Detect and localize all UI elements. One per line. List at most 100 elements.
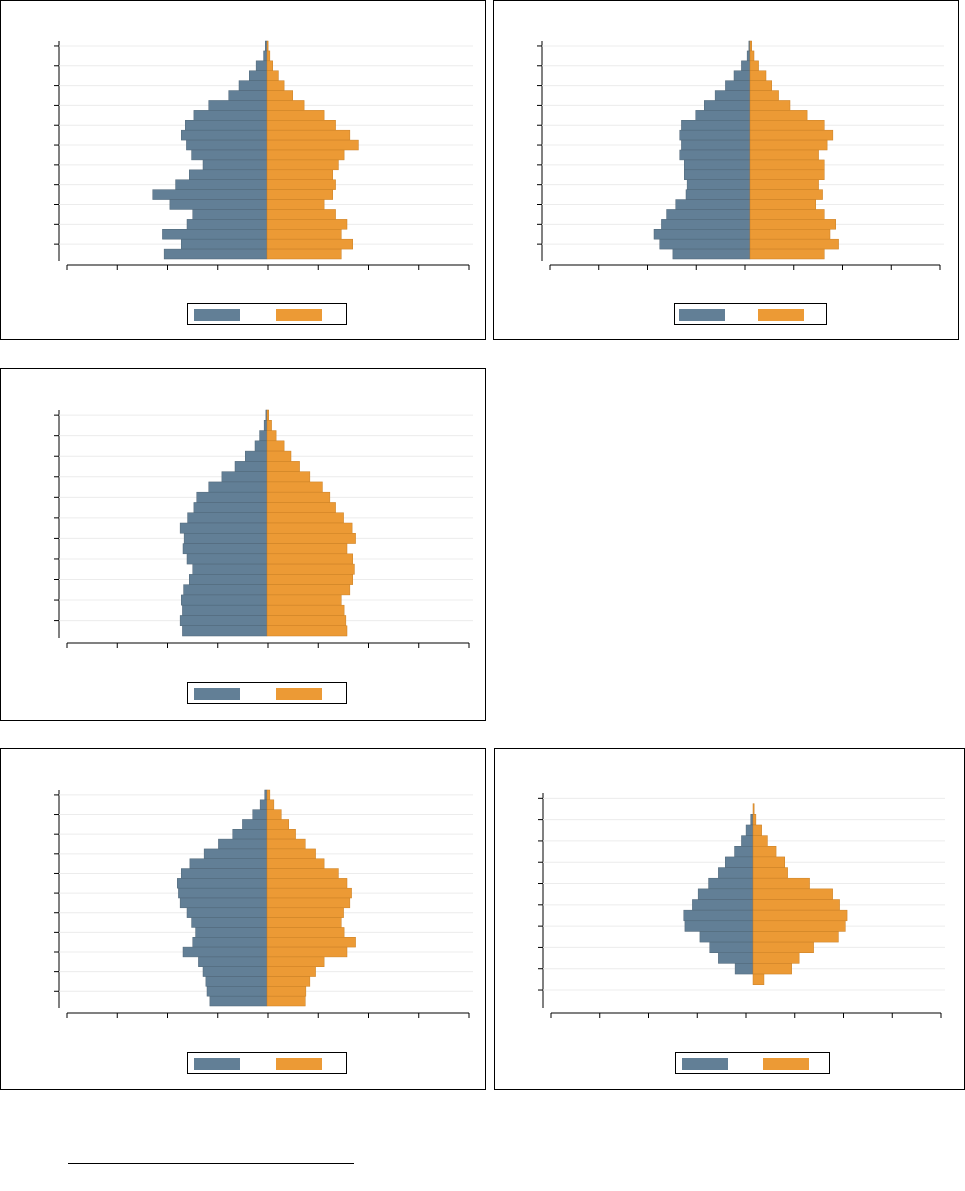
bar-male [255,60,268,71]
bar-male [734,846,754,858]
bar-male [179,897,268,909]
bar-female [749,129,834,141]
pyramid-panel-2 [493,0,959,340]
bar-female [266,90,293,101]
bar-male [187,512,268,524]
bar-female [266,976,311,987]
bar-male [659,238,751,250]
bar-male [697,888,754,900]
bar-female [749,209,825,220]
bar-female [266,789,271,801]
bar-female [266,248,342,260]
bar-male [653,229,751,240]
bar-female [752,835,768,847]
bar-female [749,110,808,121]
bar-female [266,440,285,452]
legend-swatch-male [194,1058,240,1070]
chart-legend [187,682,347,704]
bar-female [266,238,353,250]
bar-female [752,909,848,922]
bar-female [752,856,785,868]
bar-male [704,100,751,111]
bar-male [198,956,268,967]
bar-male [205,976,268,987]
bar-female [266,986,307,997]
bar-male [177,878,268,889]
bar-female [266,604,345,616]
bar-female [266,70,279,81]
bar-male [259,799,268,810]
bar-female [266,420,272,431]
chart-legend [187,303,347,325]
bar-female [266,897,351,909]
bar-male [228,90,268,101]
bar-female [266,946,348,958]
bar-female [749,100,791,111]
bar-female [266,829,296,840]
bar-female [266,625,348,637]
bar-female [266,543,348,555]
bar-male [208,100,268,111]
bar-male [249,70,268,81]
bar-male [183,584,268,596]
bar-female [749,149,819,161]
bar-female [752,963,792,975]
bar-male [191,917,268,928]
bar-female [749,199,816,210]
bar-male [741,60,751,71]
bar-male [725,80,751,91]
bar-male [745,824,754,836]
bar-male [186,219,268,230]
bar-male [684,920,754,932]
pyramid-panel-4 [0,748,486,1090]
bar-female [266,563,355,575]
bar-male [746,50,751,62]
bar-male [163,248,268,260]
bar-female [266,110,325,121]
bar-male [265,40,268,52]
bar-female [752,824,762,836]
bar-female [266,139,359,151]
bar-male [234,461,268,472]
bar-male [699,931,754,943]
bar-male [675,199,751,210]
bar-male [725,856,754,868]
bar-male [750,814,754,826]
bar-female [749,70,767,81]
bar-female [266,917,342,928]
bar-male [182,625,268,637]
pyramid-chart-3 [54,409,473,648]
bar-male [672,248,751,260]
bar-female [749,248,825,260]
bar-male [263,420,268,431]
bar-female [749,179,819,190]
pyramid-chart-5 [538,793,945,1018]
bar-male [179,522,268,534]
bar-male [193,110,268,121]
bar-female [266,149,345,161]
bar-male [185,120,268,131]
bar-male [181,868,268,879]
bar-male [182,946,268,958]
bar-male [245,450,268,462]
footnote-rule [68,1163,354,1164]
legend-swatch-male [682,1058,728,1070]
bar-female [266,584,351,596]
bar-female [266,219,348,230]
bar-male [259,430,268,442]
bar-female [266,129,351,141]
bar-male [221,471,268,483]
bar-female [266,430,277,442]
bar-female [266,858,325,869]
bar-female [266,907,344,918]
bar-female [749,229,831,240]
legend-swatch-female [763,1058,809,1070]
bar-female [266,120,336,131]
bar-female [749,80,772,91]
pyramid-chart-4 [54,789,473,1018]
bar-female [749,120,825,131]
bar-male [186,553,268,565]
bar-male [202,159,268,171]
bar-male [709,941,754,954]
bar-female [266,848,316,859]
